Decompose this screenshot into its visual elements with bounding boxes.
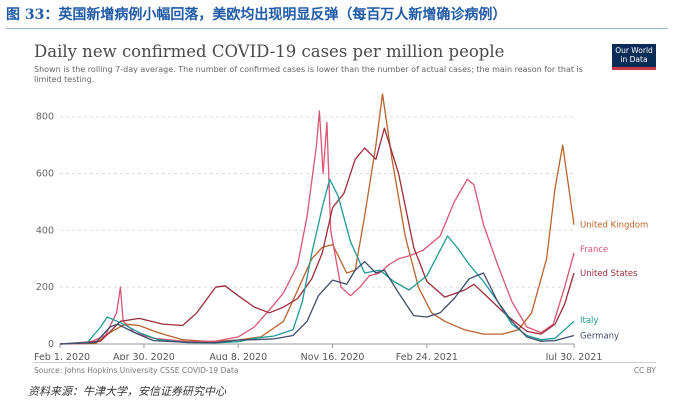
x-tick-label: Feb 1, 2020 bbox=[34, 352, 90, 360]
line-chart: 0 200 400 600 800 Feb 1, 2020 Apr 30, 2020 Aug … bbox=[34, 93, 648, 360]
y-tick-label: 600 bbox=[36, 169, 54, 180]
series-label-united-kingdom: United Kingdom bbox=[580, 221, 648, 231]
y-tick-label: 800 bbox=[36, 112, 54, 123]
y-tick-label: 400 bbox=[36, 225, 54, 236]
series-line-germany bbox=[59, 260, 575, 345]
chart-title: Daily new confirmed COVID-19 cases per m… bbox=[34, 42, 505, 61]
caption-divider bbox=[6, 28, 668, 29]
x-tick-label: Feb 24, 2021 bbox=[396, 352, 458, 360]
chart-panel: Daily new confirmed COVID-19 cases per m… bbox=[26, 40, 666, 380]
owid-logo[interactable]: Our World in Data bbox=[612, 44, 656, 70]
series-line-italy bbox=[59, 178, 575, 345]
footnote-source: 资料来源：牛津大学，安信证券研究中心 bbox=[28, 385, 226, 398]
x-tick-label: Apr 30, 2020 bbox=[113, 352, 175, 360]
series-label-italy: Italy bbox=[580, 316, 598, 326]
owid-logo-line2: in Data bbox=[620, 55, 648, 64]
owid-logo-line1: Our World bbox=[615, 46, 653, 55]
figure-caption: 图 33：英国新增病例小幅回落，美欧均出现明显反弹（每百万人新增确诊病例） bbox=[6, 7, 507, 23]
y-tick-label: 200 bbox=[36, 282, 54, 293]
x-tick-label: Aug 8, 2020 bbox=[209, 352, 267, 360]
chart-subtitle: Shown is the rolling 7-day average. The … bbox=[34, 65, 583, 84]
series-label-germany: Germany bbox=[580, 331, 619, 341]
footer-divider bbox=[34, 362, 656, 363]
series-label-france: France bbox=[580, 245, 608, 255]
series-label-united-states: United States bbox=[580, 269, 638, 279]
series-line-united-states bbox=[59, 127, 575, 345]
x-tick-label: Nov 16, 2020 bbox=[301, 352, 365, 360]
y-tick-label: 0 bbox=[48, 339, 54, 350]
series-line-united-kingdom bbox=[59, 93, 575, 345]
x-tick-label: Jul 30, 2021 bbox=[545, 352, 603, 360]
license-label: CC BY bbox=[633, 366, 656, 375]
data-source: Source: Johns Hopkins University CSSE CO… bbox=[34, 366, 239, 375]
